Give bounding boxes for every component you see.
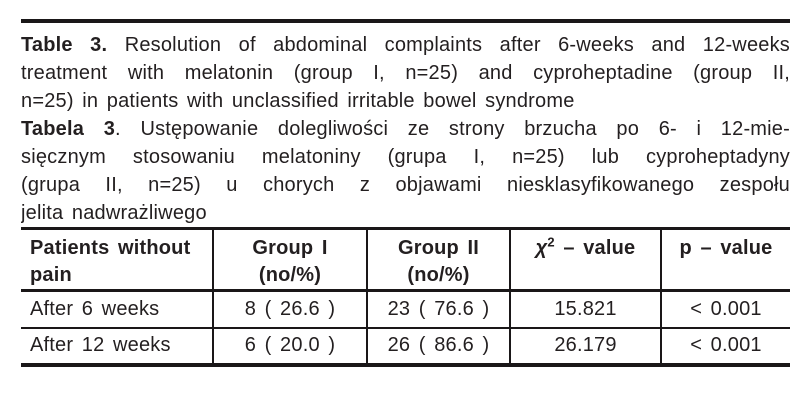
chi-superscript: 2: [547, 234, 555, 250]
chi-symbol: χ: [535, 237, 548, 259]
header-p-value: p – value: [660, 228, 790, 291]
header-group-1: Group I (no/%): [212, 228, 367, 291]
caption-lead-pl: Tabela 3: [21, 118, 116, 140]
caption-line: Tabela 3. Ustępowanie dolegliwości ze st…: [21, 115, 790, 143]
top-rule: [21, 19, 790, 23]
cell-group1-value: 8 ( 26.6 ): [212, 290, 367, 328]
cell-p-value: < 0.001: [660, 327, 790, 365]
cell-row-label: After 6 weeks: [30, 297, 160, 320]
caption-line: sięcznym stosowaniu melatoniny (grupa I,…: [21, 143, 790, 171]
caption-text: . Ustępowanie dolegliwości ze strony brz…: [115, 118, 790, 140]
cell-group2-value: 23 ( 76.6 ): [366, 290, 510, 328]
caption-text: Resolution of abdominal complaints after…: [107, 34, 790, 56]
caption-line: Table 3. Resolution of abdominal complai…: [21, 31, 790, 59]
header-patients-without-pain: Patients without pain: [30, 237, 191, 286]
caption-text: jelita nadwrażliwego: [21, 202, 207, 224]
caption-lead-en: Table 3.: [21, 34, 108, 56]
results-table: Patients without pain Group I (no/%) Gro…: [21, 227, 790, 367]
header-group-2: Group II (no/%): [366, 228, 510, 291]
cell-group1-value: 6 ( 20.0 ): [212, 327, 367, 365]
figure-content: Table 3. Resolution of abdominal complai…: [21, 19, 790, 367]
caption-text: sięcznym stosowaniu melatoniny (grupa I,…: [21, 146, 790, 168]
caption-line: jelita nadwrażliwego: [21, 199, 790, 227]
cell-row-label: After 12 weeks: [30, 334, 171, 356]
caption-text: (grupa II, n=25) u chorych z objawami ni…: [21, 174, 790, 196]
caption-text: n=25) in patients with unclassified irri…: [21, 90, 575, 112]
chi-value-label: – value: [554, 237, 636, 259]
table-row-after-6-weeks: After 6 weeks 8 ( 26.6 ) 23 ( 76.6 ) 15.…: [21, 290, 790, 328]
table-row-after-12-weeks: After 12 weeks 6 ( 20.0 ) 26 ( 86.6 ) 26…: [21, 327, 790, 365]
cell-chi-square-value: 26.179: [509, 327, 661, 365]
caption-line: n=25) in patients with unclassified irri…: [21, 87, 790, 115]
header-chi-square-value: χ2 – value: [509, 228, 661, 291]
figure-caption: Table 3. Resolution of abdominal complai…: [21, 31, 790, 227]
cell-group2-value: 26 ( 86.6 ): [366, 327, 510, 365]
cell-p-value: < 0.001: [660, 290, 790, 328]
cell-chi-square-value: 15.821: [509, 290, 661, 328]
caption-line: (grupa II, n=25) u chorych z objawami ni…: [21, 171, 790, 199]
table-header-row: Patients without pain Group I (no/%) Gro…: [21, 228, 790, 291]
caption-line: treatment with melatonin (group I, n=25)…: [21, 59, 790, 87]
caption-text: treatment with melatonin (group I, n=25)…: [21, 62, 790, 84]
